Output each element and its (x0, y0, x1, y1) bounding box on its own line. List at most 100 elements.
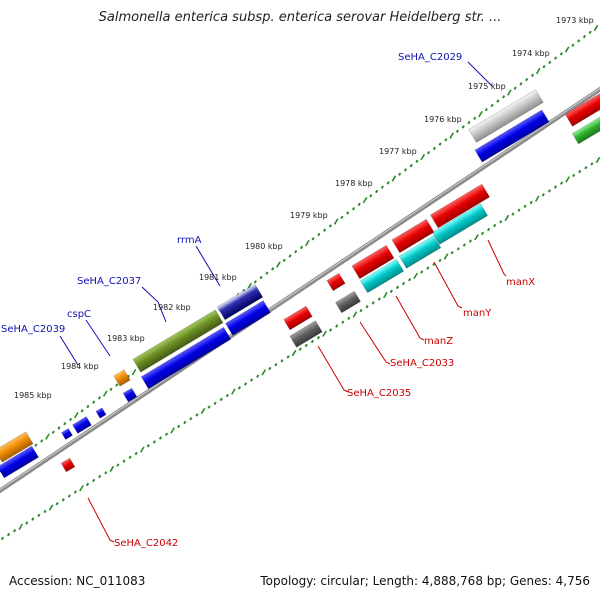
ruler-tick (493, 223, 497, 228)
ruler-labels: 1973 kbp 1974 kbp 1975 kbp 1976 kbp 1977… (14, 16, 594, 400)
ruler-tick (449, 132, 454, 139)
ruler-tick (487, 227, 491, 232)
ruler-tick (299, 245, 304, 250)
ruler-tick (213, 401, 217, 406)
ruler-tick (375, 189, 379, 194)
ruler-tick (310, 339, 314, 344)
ruler-tick (294, 249, 298, 254)
gene-label[interactable]: rrmA (177, 235, 202, 246)
ruler-tick (69, 417, 73, 422)
ruler-tick (401, 281, 406, 286)
ruler-tick (158, 436, 163, 440)
ruler-label: 1977 kbp (379, 147, 417, 156)
leader-line (467, 61, 493, 87)
ruler-tick (484, 107, 488, 112)
ruler-tick (63, 421, 67, 426)
gene-arrow (391, 218, 435, 254)
ruler-label: 1982 kbp (153, 303, 191, 312)
ruler-tick (116, 463, 120, 467)
ruler-tick (455, 129, 459, 133)
leader-line (59, 335, 79, 366)
ruler-tick (195, 413, 199, 417)
ruler-tick (152, 440, 156, 444)
ruler-tick (547, 189, 551, 193)
ruler-tick (530, 73, 535, 78)
ruler-tick (523, 204, 527, 209)
ruler-tick (351, 206, 356, 211)
ruler-tick (478, 110, 483, 118)
ruler-tick (473, 116, 477, 121)
ruler-tick (341, 320, 345, 324)
leader-line (87, 497, 115, 543)
ruler-tick (504, 214, 510, 222)
ruler-tick (177, 424, 181, 429)
ruler-tick (128, 455, 132, 460)
ruler-tick (456, 247, 460, 251)
gene-label[interactable]: cspC (67, 309, 91, 320)
ruler-tick (467, 120, 471, 125)
ruler-tick (548, 60, 552, 65)
ruler-tick (329, 328, 333, 332)
gene-label[interactable]: SeHA_C2037 (77, 276, 141, 287)
gene-label[interactable]: SeHA_C2029 (398, 52, 462, 63)
ruler-tick (305, 239, 310, 247)
ruler-tick (268, 366, 272, 371)
ruler-tick (139, 446, 145, 453)
ruler-tick (104, 471, 108, 475)
ruler-tick (340, 215, 344, 220)
gene-label[interactable]: manX (506, 277, 535, 288)
gene-arrow (430, 183, 490, 229)
ruler-tick (164, 432, 169, 436)
ruler-tick (395, 285, 400, 290)
ruler-tick (282, 258, 286, 263)
ruler-tick (242, 288, 246, 293)
ruler-tick (18, 523, 23, 531)
gene-arrow (72, 416, 92, 434)
ruler-tick (593, 24, 599, 32)
ruler-tick (92, 400, 96, 404)
ruler-tick (271, 267, 275, 271)
gene-arrow (122, 387, 138, 403)
ruler-label: 1979 kbp (290, 211, 328, 220)
ruler-tick (490, 103, 494, 108)
ruler-tick (43, 509, 47, 514)
gene-arrow (0, 431, 34, 463)
ruler-tick (380, 185, 384, 189)
leader-line (487, 239, 507, 277)
ruler-tick (496, 99, 500, 103)
ruler-tick (559, 181, 564, 185)
label-leaders (59, 61, 507, 543)
ruler-tick (517, 208, 521, 212)
ruler-tick (559, 52, 563, 56)
ruler-tick (502, 95, 506, 99)
bottom-gene-labels: manX manY manZ SeHA_C2033 SeHA_C2035 SeH… (114, 277, 535, 549)
gene-arrow (283, 305, 313, 331)
gene-arrow (571, 115, 600, 145)
leader-line (317, 345, 349, 393)
ruler-tick (461, 125, 465, 129)
gene-label[interactable]: SeHA_C2042 (114, 538, 178, 549)
gene-label[interactable]: SeHA_C2035 (347, 388, 411, 399)
ruler-tick (541, 193, 545, 197)
gene-arrow (431, 203, 489, 245)
gene-label[interactable]: SeHA_C2033 (390, 358, 454, 369)
ruler-label: 1985 kbp (14, 391, 52, 400)
ruler-tick (365, 304, 369, 309)
gene-label[interactable]: manZ (424, 336, 453, 347)
ruler-tick (40, 439, 44, 443)
ruler-tick (409, 163, 413, 168)
ruler-tick (391, 175, 397, 182)
ruler-tick (450, 250, 454, 255)
ruler-tick (276, 261, 281, 268)
ruler-label: 1973 kbp (556, 16, 594, 25)
ruler-tick (426, 150, 431, 155)
gene-label[interactable]: SeHA_C2039 (1, 324, 65, 335)
ruler-tick (280, 359, 284, 363)
ruler-tick (438, 142, 442, 146)
gene-label[interactable]: manY (463, 308, 492, 319)
ruler-tick (48, 504, 54, 511)
accession-text: Accession: NC_011083 (9, 574, 146, 588)
ruler-tick (98, 474, 102, 479)
ruler-label: 1980 kbp (245, 242, 283, 251)
